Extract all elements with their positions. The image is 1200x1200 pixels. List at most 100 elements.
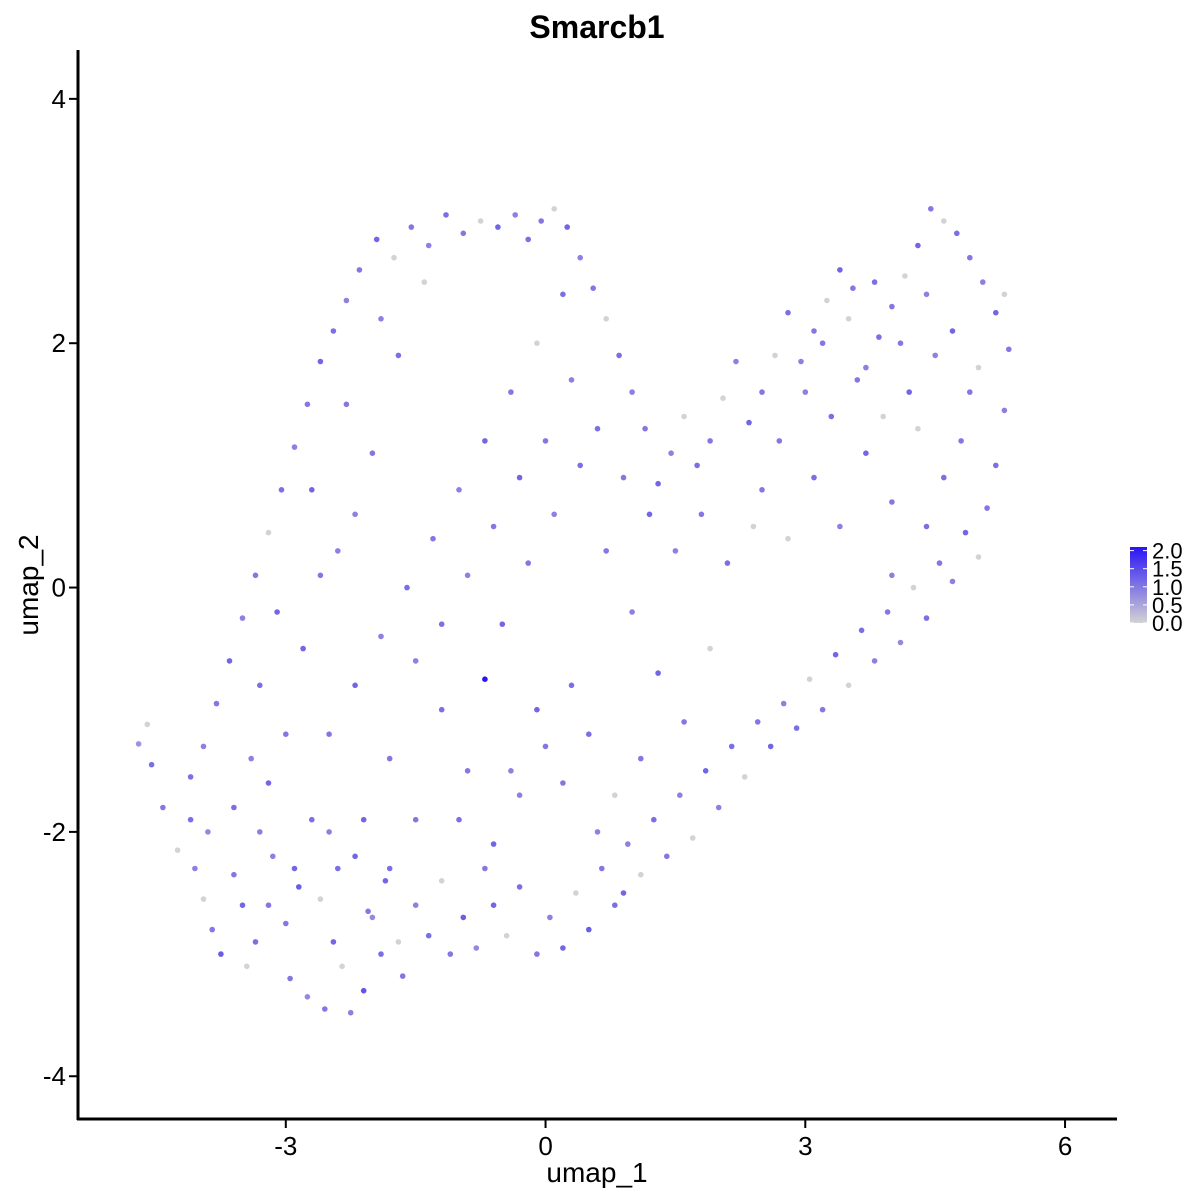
data-point	[958, 438, 964, 444]
data-point	[594, 829, 601, 835]
data-point	[265, 529, 272, 536]
data-point	[460, 914, 467, 921]
data-point	[793, 725, 800, 731]
data-point	[932, 352, 938, 359]
data-point	[741, 774, 748, 780]
data-point	[603, 548, 609, 554]
data-point	[863, 450, 869, 457]
data-point	[819, 340, 826, 347]
y-tick-label: 4	[52, 84, 66, 114]
y-tick-label: 2	[52, 328, 66, 358]
data-point	[148, 761, 155, 768]
data-point	[369, 914, 376, 921]
data-point	[508, 768, 514, 774]
data-point	[1001, 291, 1008, 298]
data-point	[828, 413, 835, 420]
data-point	[876, 334, 882, 340]
data-point	[369, 450, 376, 457]
data-point	[443, 212, 449, 218]
data-point	[231, 804, 237, 811]
data-point	[677, 792, 683, 798]
data-point	[200, 743, 207, 750]
data-point	[954, 230, 960, 237]
y-tick-label: -2	[43, 817, 66, 847]
data-point	[534, 340, 540, 347]
data-point	[845, 682, 852, 689]
data-point	[638, 871, 644, 878]
data-point	[616, 352, 622, 359]
data-point	[560, 780, 566, 786]
data-point	[395, 939, 402, 945]
data-point	[689, 835, 696, 841]
data-point	[915, 242, 921, 249]
data-point	[811, 474, 817, 481]
data-point	[858, 627, 865, 634]
data-point	[923, 291, 930, 298]
data-point	[902, 273, 908, 279]
data-point	[811, 328, 817, 334]
data-point	[438, 621, 445, 627]
data-point	[962, 529, 969, 536]
data-point	[421, 279, 428, 285]
data-point	[806, 676, 813, 682]
data-point	[309, 487, 315, 493]
data-point	[326, 731, 332, 737]
data-point	[547, 914, 553, 921]
data-point	[560, 291, 566, 298]
data-point	[257, 829, 263, 835]
data-point	[594, 425, 601, 432]
data-point	[317, 572, 324, 579]
data-point	[707, 438, 713, 444]
data-point	[425, 932, 432, 939]
data-point	[516, 474, 523, 481]
data-point	[1006, 346, 1012, 353]
data-point	[516, 884, 523, 890]
data-point	[949, 578, 956, 585]
data-point	[923, 523, 930, 530]
data-point	[356, 267, 363, 273]
data-point	[456, 816, 462, 823]
data-point	[564, 224, 570, 230]
data-point	[200, 896, 207, 902]
data-point	[352, 853, 358, 860]
data-point	[785, 309, 791, 316]
data-point	[720, 395, 726, 402]
data-point	[464, 572, 471, 579]
data-point	[525, 236, 531, 243]
data-point	[707, 645, 713, 652]
data-point	[620, 890, 627, 896]
data-point	[850, 285, 856, 292]
data-point	[412, 658, 419, 664]
data-point	[824, 297, 830, 304]
data-point	[283, 731, 289, 737]
data-point	[391, 254, 397, 261]
data-point	[832, 651, 839, 658]
data-point	[482, 865, 488, 872]
data-point	[438, 878, 445, 884]
data-point	[508, 389, 514, 395]
data-point	[352, 682, 358, 689]
data-point	[590, 285, 596, 292]
data-point	[672, 548, 679, 554]
data-point	[889, 499, 895, 505]
data-point	[534, 951, 540, 957]
data-point	[239, 902, 246, 908]
data-point	[642, 425, 648, 432]
data-point	[1001, 407, 1008, 414]
data-point	[854, 377, 861, 383]
data-point	[322, 1006, 328, 1012]
x-tick-label: 0	[538, 1131, 552, 1161]
data-point	[244, 963, 250, 970]
data-point	[335, 548, 341, 554]
y-tick-label: 0	[52, 573, 66, 603]
data-point	[317, 358, 324, 365]
x-axis-label: umap_1	[546, 1157, 647, 1188]
data-point	[772, 352, 778, 359]
data-point	[265, 902, 272, 908]
data-point	[724, 560, 731, 566]
data-point	[573, 890, 579, 896]
data-point	[750, 523, 757, 530]
data-point	[871, 279, 878, 285]
data-point	[802, 389, 809, 395]
